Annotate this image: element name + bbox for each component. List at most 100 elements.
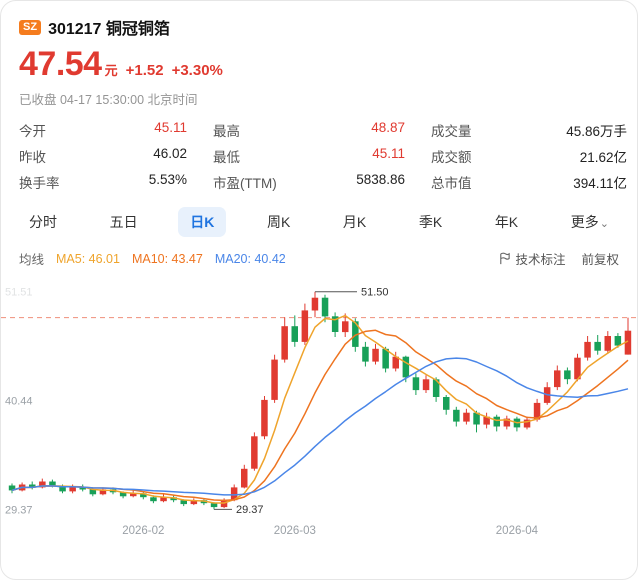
stat-turnover-rate: 换手率 5.53% (19, 172, 187, 192)
candle-body (392, 356, 399, 369)
candle-body (523, 419, 531, 428)
market-status: 已收盘 04-17 15:30:00 北京时间 (19, 93, 198, 107)
tab-weekly-k[interactable]: 周K (266, 214, 291, 230)
stat-value: 48.87 (371, 120, 405, 135)
candle-body (39, 481, 46, 488)
candle-body (311, 297, 319, 311)
candle-body (473, 412, 480, 425)
candle-body (614, 336, 622, 346)
candle-body (453, 409, 460, 422)
technical-annotation-button[interactable]: 技术标注 (498, 249, 565, 268)
candle-body (624, 330, 632, 355)
stat-value: 5838.86 (356, 172, 405, 187)
stat-value: 45.86万手 (566, 124, 627, 139)
candle-body (432, 379, 440, 397)
candle-body (59, 485, 66, 492)
candle-body (119, 492, 127, 497)
candle-body (180, 500, 187, 505)
stat-value: 45.11 (154, 120, 187, 135)
candle-body (372, 348, 379, 362)
tab-monthly-k[interactable]: 月K (342, 214, 367, 230)
stat-amount: 成交额 21.62亿 (431, 146, 627, 166)
candle-body (210, 503, 218, 508)
candle-body (251, 436, 258, 469)
candle-body (342, 321, 349, 333)
ma5-line (11, 314, 629, 504)
adjust-mode-button[interactable]: 前复权 (581, 249, 619, 268)
candle-body (140, 493, 147, 498)
period-tab-bar: 分时 五日 日K 周K 月K 季K 年K 更多⌄ (1, 195, 637, 241)
stat-value: 21.62亿 (579, 150, 627, 165)
candle-body (463, 412, 470, 422)
tab-five-day[interactable]: 五日 (109, 214, 138, 230)
candle-body (412, 377, 420, 391)
exchange-badge: SZ (19, 19, 42, 35)
candle-body (261, 399, 268, 437)
peak-annotation: 51.50 (361, 286, 389, 298)
low-annotation: 29.37 (236, 504, 264, 516)
tab-quarterly-k[interactable]: 季K (418, 214, 443, 230)
title-row: SZ 301217 铜冠铜箔 (19, 15, 619, 39)
stat-high: 最高 48.87 (213, 120, 405, 140)
x-axis-label: 2026-04 (496, 525, 539, 537)
candle-body (160, 497, 167, 502)
flag-icon (500, 252, 511, 265)
stat-label: 成交额 (431, 150, 472, 165)
price-change: +1.52 (125, 62, 164, 79)
candle-body (170, 497, 177, 501)
tab-daily-k[interactable]: 日K (178, 207, 227, 237)
candle-body (584, 341, 591, 358)
y-axis-label: 40.44 (5, 396, 33, 408)
chart-area: 51.51 40.44 29.37 51.50 29.37 2026-02 2026-03 2… (1, 270, 637, 551)
y-axis-label: 29.37 (5, 504, 33, 516)
tab-minute[interactable]: 分时 (29, 214, 57, 230)
price-change-percent: +3.30% (171, 62, 223, 79)
ma20-value: MA20: 40.42 (214, 251, 286, 266)
candle-body (301, 310, 309, 342)
candle-body (130, 493, 137, 497)
stat-volume: 成交量 45.86万手 (431, 120, 627, 140)
chevron-down-icon: ⌄ (599, 218, 609, 230)
candle-body (594, 341, 601, 351)
tab-more[interactable]: 更多⌄ (570, 214, 609, 230)
candlestick-chart-canvas[interactable]: 51.51 40.44 29.37 51.50 29.37 2026-02 2026-03 2… (1, 270, 638, 546)
stat-label: 总市值 (431, 176, 472, 191)
stat-label: 昨收 (19, 150, 46, 165)
candle-body (574, 357, 581, 380)
candle-body (241, 468, 248, 488)
candle-body (291, 326, 298, 342)
stat-value: 394.11亿 (573, 176, 627, 191)
candle-body (604, 336, 611, 351)
stats-grid: 今开 45.11 昨收 46.02 换手率 5.53% 最高 48.87 最低 45.11 市盈(T… (19, 117, 627, 195)
stock-title: 301217 铜冠铜箔 (48, 21, 170, 38)
stat-label: 成交量 (431, 124, 472, 139)
candle-body (362, 346, 369, 362)
stat-low: 最低 45.11 (213, 146, 405, 166)
candle-body (8, 485, 16, 491)
candle-body (190, 500, 198, 505)
price-row: 47.54 元 +1.52 +3.30% (19, 45, 619, 84)
stat-value: 46.02 (153, 146, 187, 161)
stat-value: 5.53% (148, 172, 187, 187)
ma20-line (11, 357, 629, 496)
candle-body (564, 370, 571, 380)
candle-body (352, 321, 359, 347)
y-axis-label: 51.51 (5, 287, 33, 299)
candle-body (281, 326, 288, 360)
x-axis-label: 2026-02 (122, 525, 164, 537)
candle-body (69, 486, 76, 492)
candle-body (493, 416, 500, 427)
tab-yearly-k[interactable]: 年K (494, 214, 519, 230)
candle-body (554, 370, 561, 388)
current-price: 47.54 (19, 45, 102, 83)
candle-body (89, 489, 97, 495)
candle-body (533, 402, 541, 420)
stat-label: 最高 (213, 124, 240, 139)
candle-body (99, 489, 107, 495)
candle-body (29, 484, 36, 488)
candle-body (79, 486, 86, 490)
ma-legend-bar: 均线 MA5: 46.01 MA10: 43.47 MA20: 40.42 技术… (1, 241, 637, 270)
stat-market-cap: 总市值 394.11亿 (431, 172, 627, 192)
candle-body (422, 379, 430, 391)
